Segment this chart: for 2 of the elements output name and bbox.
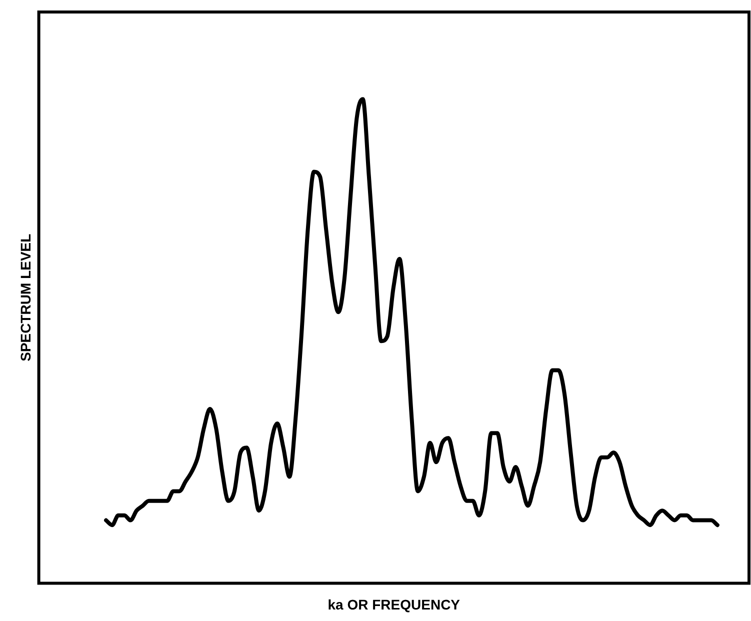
x-axis-title: ka OR FREQUENCY [328,596,461,612]
y-axis-title: SPECTRUM LEVEL [17,233,34,362]
